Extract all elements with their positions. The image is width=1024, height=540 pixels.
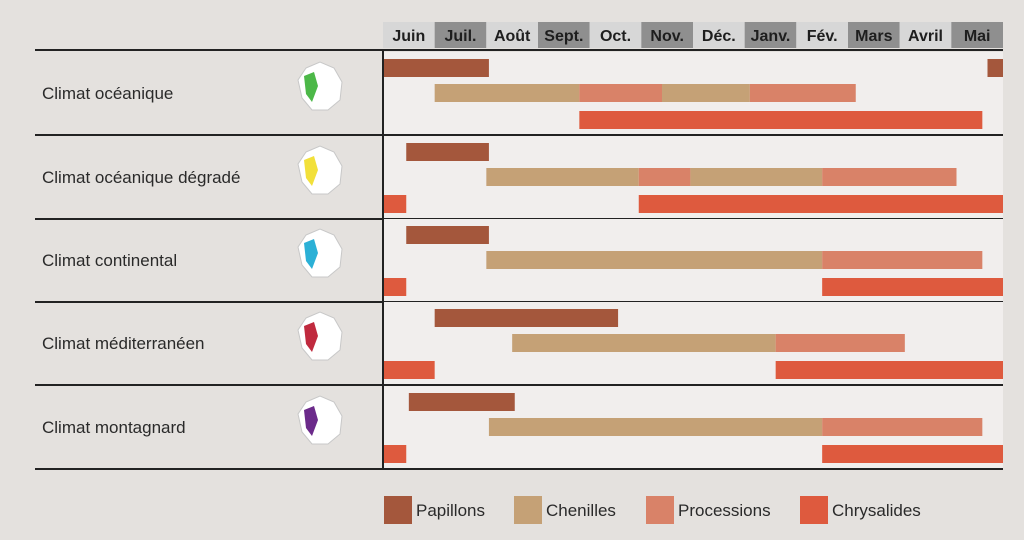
stage-bar-processions [749,84,856,102]
stage-bar-processions [822,418,983,436]
france-map-icon [297,395,343,445]
stage-bar-chenilles [662,84,750,102]
stage-bar-chrysalides [383,278,407,296]
stage-bar-chrysalides [383,445,407,463]
month-label: Déc. [702,28,736,45]
stage-bar-chenilles [690,168,823,186]
month-cell [744,22,797,48]
legend: Papillons Chenilles Processions Chrysalides [384,496,921,524]
legend-swatch [514,496,542,524]
climate-row: Climat méditerranéen [42,302,1003,384]
legend-swatch [646,496,674,524]
stage-bar-processions [638,168,691,186]
stage-bar-chrysalides [579,111,983,129]
france-map-icon [297,311,343,361]
legend-label: Processions [678,501,771,520]
stage-bar-chrysalides [638,195,1003,213]
month-label: Fév. [807,28,838,45]
stage-bar-papillons [406,143,489,161]
month-label: Janv. [751,28,791,45]
month-cell [486,22,538,48]
month-cell [538,22,590,48]
stage-bar-chrysalides [383,195,407,213]
climate-label: Climat montagnard [42,418,186,437]
legend-label: Papillons [416,501,485,520]
stage-bar-processions [822,251,983,269]
month-cell [383,22,435,48]
stage-bar-processions [775,334,905,352]
stage-bar-chenilles [512,334,776,352]
climate-label: Climat océanique [42,84,173,103]
map-region [304,72,318,102]
month-cell [434,22,487,48]
legend-item: Papillons [384,496,485,524]
france-map-icon [297,228,343,278]
stage-bar-papillons [408,393,515,411]
climate-row: Climat océanique dégradé [42,136,1003,218]
climate-row: Climat océanique [42,52,1003,134]
stage-bar-chenilles [486,251,823,269]
france-map-icon [297,61,343,111]
month-label: Juin [392,28,425,45]
month-label: Nov. [650,28,683,45]
map-outline [297,145,343,195]
map-region [304,406,318,436]
climate-label: Climat continental [42,251,177,270]
month-label: Avril [908,28,943,45]
stage-bar-chrysalides [822,278,1003,296]
stage-bar-processions [822,168,957,186]
month-header: Juin Juil. Août Sept. Oct. Nov. Déc. Janv. Fév. M… [383,22,1003,48]
climate-label: Climat méditerranéen [42,334,205,353]
month-cell [693,22,745,48]
stage-bar-papillons [383,59,489,77]
map-outline [297,395,343,445]
map-region [304,239,318,269]
stage-bar-chrysalides [775,361,1003,379]
legend-swatch [800,496,828,524]
stage-bar-papillons [987,59,1003,77]
month-label: Mars [855,28,892,45]
climate-label: Climat océanique dégradé [42,168,240,187]
month-label: Mai [964,28,991,45]
legend-swatch [384,496,412,524]
legend-item: Processions [646,496,771,524]
month-cell [951,22,1003,48]
france-map-icon [297,145,343,195]
legend-label: Chenilles [546,501,616,520]
stage-bar-chrysalides [822,445,1003,463]
map-outline [297,228,343,278]
map-outline [297,61,343,111]
legend-item: Chenilles [514,496,616,524]
stage-bar-papillons [434,309,619,327]
month-cell [641,22,693,48]
map-region [304,156,318,186]
stage-bar-chrysalides [383,361,435,379]
legend-label: Chrysalides [832,501,921,520]
month-label: Sept. [544,28,583,45]
climate-rows: Climat océanique Climat océanique dégradé… [35,49,1003,470]
climate-row: Climat continental [42,219,1003,301]
month-cell [589,22,642,48]
month-cell [796,22,848,48]
month-cell [899,22,952,48]
map-region [304,322,318,352]
stage-bar-chenilles [488,418,823,436]
stage-bar-processions [579,84,662,102]
map-outline [297,311,343,361]
climate-row: Climat montagnard [42,386,1003,468]
stage-bar-chenilles [486,168,639,186]
stage-bar-chenilles [434,84,580,102]
month-label: Oct. [600,28,631,45]
stage-bar-papillons [406,226,489,244]
legend-item: Chrysalides [800,496,921,524]
month-cell [848,22,900,48]
month-label: Juil. [444,28,476,45]
month-label: Août [494,28,531,45]
